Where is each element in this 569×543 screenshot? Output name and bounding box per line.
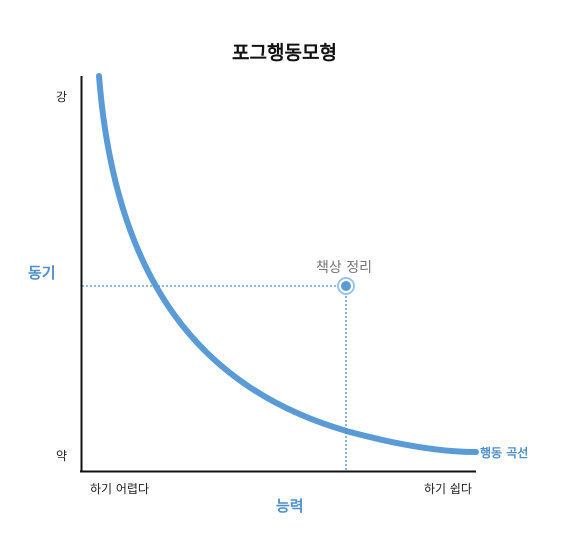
diagram-title: 포그행동모형 <box>232 42 337 64</box>
data-point <box>341 281 351 291</box>
x-axis-left-label: 하기 어렵다 <box>90 482 150 496</box>
data-point-label: 책상 정리 <box>316 260 372 276</box>
y-axis-bottom-label: 약 <box>56 449 68 463</box>
y-axis-title: 동기 <box>28 264 56 282</box>
behavior-curve <box>96 73 479 455</box>
x-axis-right-label: 하기 쉽다 <box>424 482 472 496</box>
curve-label: 행동 곡선 <box>480 446 529 460</box>
x-axis-title: 능력 <box>276 497 304 515</box>
y-axis-top-label: 강 <box>56 90 68 104</box>
